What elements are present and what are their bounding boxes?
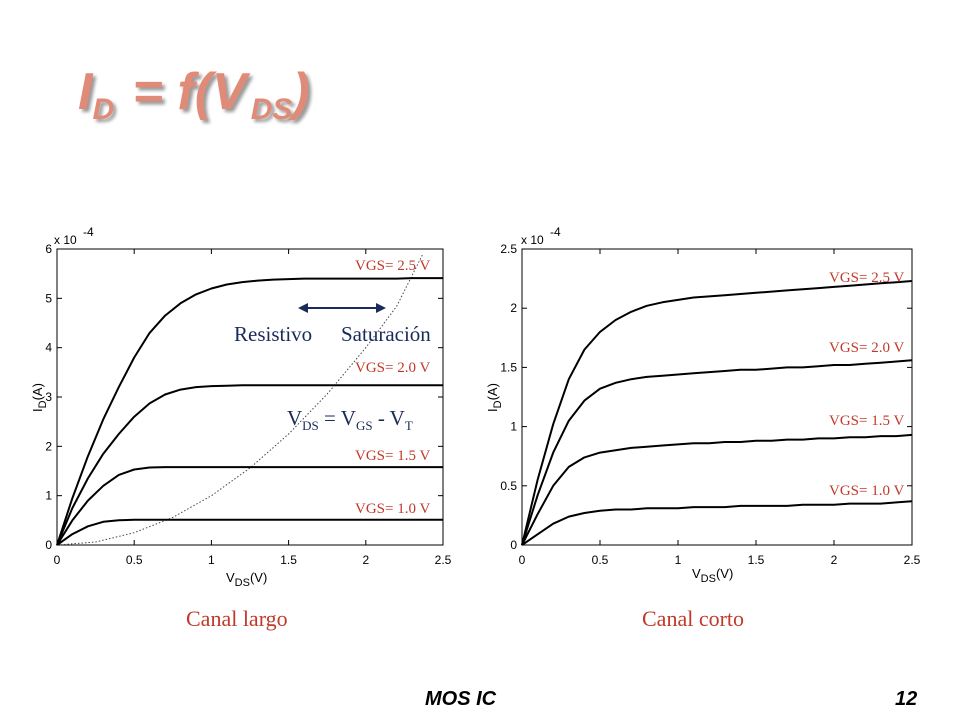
left-plot: 0 0.5 1 1.5 2 2.5 0 1 2 3 4 5 6 VGS= 2.5 V VGS= 2.0 V V… xyxy=(45,242,451,567)
left-ytick-label: 4 xyxy=(45,341,52,355)
right-chart: x 10 -4 VDS(V) ID(A) xyxy=(485,225,733,585)
left-xlabel-sub: DS xyxy=(235,577,250,589)
right-exponent-label: x 10 xyxy=(521,233,544,247)
right-xlabel-sub: DS xyxy=(701,573,716,585)
left-boundary-curve xyxy=(56,253,424,546)
footer-title: MOS IC xyxy=(425,688,497,710)
title-end: ) xyxy=(292,63,310,121)
right-ytick-label: 0 xyxy=(510,538,517,552)
eq-sub3: T xyxy=(405,418,413,433)
resistivo-label: Resistivo xyxy=(234,322,312,346)
left-ytick-label: 5 xyxy=(45,291,52,305)
left-ylabel: ID(A) xyxy=(30,383,49,412)
left-ylabel-sub: D xyxy=(37,400,49,408)
right-xtick-label: 0.5 xyxy=(592,553,609,567)
right-series-line-3 xyxy=(521,500,913,546)
right-exponent-power: -4 xyxy=(550,225,561,239)
left-exponent-power: -4 xyxy=(83,225,94,239)
right-ytick-label: 0.5 xyxy=(500,479,517,493)
title-sub-ds: DS xyxy=(250,93,293,126)
left-ytick-label: 1 xyxy=(45,489,52,503)
left-xtick-label: 0 xyxy=(54,553,61,567)
right-ylabel-main: I xyxy=(485,408,500,412)
left-xlabel-unit: (V) xyxy=(250,570,267,585)
right-ylabel: ID(A) xyxy=(485,383,504,412)
right-series-line-1 xyxy=(521,359,913,546)
title-sub-d: D xyxy=(92,93,115,126)
left-series-line-0 xyxy=(56,277,443,546)
left-xtick-label: 1.5 xyxy=(280,553,297,567)
right-xtick-label: 2 xyxy=(831,553,838,567)
left-series-label-0: VGS= 2.5 V xyxy=(355,258,430,274)
right-ytick-label: 2 xyxy=(510,301,517,315)
right-xtick-label: 1.5 xyxy=(748,553,765,567)
right-xlabel-unit: (V) xyxy=(716,566,733,581)
right-series-line-2 xyxy=(521,433,913,546)
right-plot: 0 0.5 1 1.5 2 2.5 0 0.5 1 1.5 2 2.5 VGS= 2.5 V VGS= 2… xyxy=(500,242,920,567)
right-ytick-label: 2.5 xyxy=(500,242,517,256)
eq-sub1: DS xyxy=(302,418,319,433)
eq-sub2: GS xyxy=(356,418,373,433)
right-series-line-0 xyxy=(521,280,913,546)
right-series-label-2: VGS= 1.5 V xyxy=(829,413,904,429)
eq-v2: = V xyxy=(319,406,356,430)
right-xtick-label: 0 xyxy=(519,553,526,567)
left-ytick-label: 3 xyxy=(45,390,52,404)
right-xlabel-main: V xyxy=(692,566,701,581)
left-ytick-label: 6 xyxy=(45,242,52,256)
right-series-label-1: VGS= 2.0 V xyxy=(829,340,904,356)
right-xlabel: VDS(V) xyxy=(692,566,733,585)
right-series-label-0: VGS= 2.5 V xyxy=(829,270,904,286)
right-xtick-label: 2.5 xyxy=(904,553,921,567)
region-arrow xyxy=(298,303,386,313)
title-mid: = f(V xyxy=(118,63,247,121)
right-ytick-label: 1.5 xyxy=(500,360,517,374)
left-ytick-label: 2 xyxy=(45,439,52,453)
left-xtick-label: 2.5 xyxy=(435,553,452,567)
right-ylabel-unit: (A) xyxy=(485,383,500,400)
right-plot-frame xyxy=(521,248,913,546)
left-ylabel-unit: (A) xyxy=(30,383,45,400)
left-exponent-label: x 10 xyxy=(54,233,77,247)
caption-canal-corto: Canal corto xyxy=(642,606,745,631)
right-ytick-label: 1 xyxy=(510,420,517,434)
eq-v3: - V xyxy=(373,406,405,430)
left-series-line-3 xyxy=(56,518,443,546)
left-ylabel-main: I xyxy=(30,408,45,412)
eq-v1: V xyxy=(287,406,302,430)
left-series-label-1: VGS= 2.0 V xyxy=(355,360,430,376)
title-main: I xyxy=(78,63,93,121)
vds-equation: VDS = VGS - VT xyxy=(287,406,413,433)
left-xlabel-main: V xyxy=(226,570,235,585)
left-xlabel: VDS(V) xyxy=(226,570,267,589)
left-xtick-label: 1 xyxy=(208,553,215,567)
left-series-label-3: VGS= 1.0 V xyxy=(355,501,430,517)
left-xtick-label: 0.5 xyxy=(126,553,143,567)
caption-canal-largo: Canal largo xyxy=(186,606,288,631)
saturacion-label: Saturación xyxy=(341,322,431,346)
slide-title: ID = f(V DS) xyxy=(78,62,310,127)
right-series-label-3: VGS= 1.0 V xyxy=(829,483,904,499)
page-number: 12 xyxy=(895,688,918,710)
left-series-label-2: VGS= 1.5 V xyxy=(355,448,430,464)
left-chart: x 10 -4 VDS(V) ID(A) Resistivo Saturació… xyxy=(30,225,431,589)
right-xtick-label: 1 xyxy=(675,553,682,567)
left-series-line-1 xyxy=(56,384,443,546)
left-xtick-label: 2 xyxy=(362,553,369,567)
right-ylabel-sub: D xyxy=(492,400,504,408)
left-ytick-label: 0 xyxy=(45,538,52,552)
left-series-line-2 xyxy=(56,466,443,546)
